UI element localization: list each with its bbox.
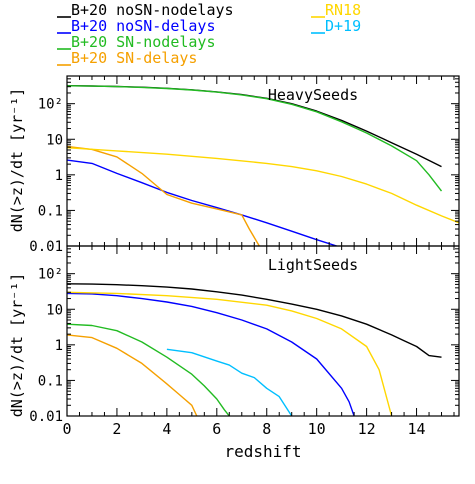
y-tick-label: 0.1 (38, 373, 63, 389)
series-line-b-20-sn-delays (67, 334, 198, 416)
series-line-b-20-sn-nodelays (67, 85, 443, 192)
series-line-rn18 (67, 147, 459, 224)
x-tick-label: 10 (308, 420, 326, 438)
plot-frame (66, 245, 460, 417)
light-seeds-panel: 0.01 0.1 1 10 10² 0 2 4 6 8 10 12 14 LightSeeds (29, 245, 460, 438)
y-tick-label: 0.01 (29, 409, 63, 425)
x-tick-label: 4 (162, 420, 171, 438)
series-line-rn18 (67, 291, 393, 416)
heavy-seeds-panel: 0.01 0.1 1 10 10² HeavySeeds (29, 75, 460, 255)
y-axis-label-top: dN(>z)/dt [yr⁻¹] (8, 88, 26, 233)
series-line-b-20-nosn-nodelays (67, 283, 442, 358)
legend-label-b-20-sn-nodelays: B+20 SN-nodelays (71, 33, 216, 51)
plot-frame (66, 75, 460, 247)
y-tick-label: 1 (55, 168, 63, 184)
series-line-b-20-sn-nodelays (67, 323, 230, 416)
y-axis-label-bottom: dN(>z)/dt [yr⁻¹] (8, 273, 26, 418)
x-tick-label: 2 (112, 420, 121, 438)
x-tick-label: 6 (212, 420, 221, 438)
y-tick-label: 10 (46, 302, 63, 318)
y-tick-label: 0.1 (38, 203, 63, 219)
y-tick-label: 0.01 (29, 239, 63, 255)
series-line-b-20-nosn-delays (67, 159, 337, 246)
legend-label-rn18: RN18 (325, 1, 361, 19)
y-tick-label: 10² (38, 97, 63, 113)
y-tick-label: 10 (46, 132, 63, 148)
x-tick-label: 8 (262, 420, 271, 438)
series-line-d-19 (166, 348, 293, 416)
legend-label-b-20-nosn-nodelays: B+20 noSN-nodelays (71, 1, 234, 19)
y-tick-label: 10² (38, 267, 63, 283)
x-tick-label: 0 (62, 420, 71, 438)
series-line-b-20-nosn-delays (67, 292, 355, 416)
panel-title: HeavySeeds (268, 86, 358, 104)
x-axis-label: redshift (224, 442, 301, 461)
y-tick-label: 1 (55, 338, 63, 354)
series-line-b-20-nosn-nodelays (67, 85, 442, 168)
series-line-b-20-sn-delays (67, 145, 260, 246)
legend-label-b-20-sn-delays: B+20 SN-delays (71, 49, 197, 67)
x-tick-label: 12 (358, 420, 376, 438)
legend-label-b-20-nosn-delays: B+20 noSN-delays (71, 17, 216, 35)
x-tick-label: 14 (408, 420, 426, 438)
panel-title: LightSeeds (268, 256, 358, 274)
legend-label-d-19: D+19 (325, 17, 361, 35)
